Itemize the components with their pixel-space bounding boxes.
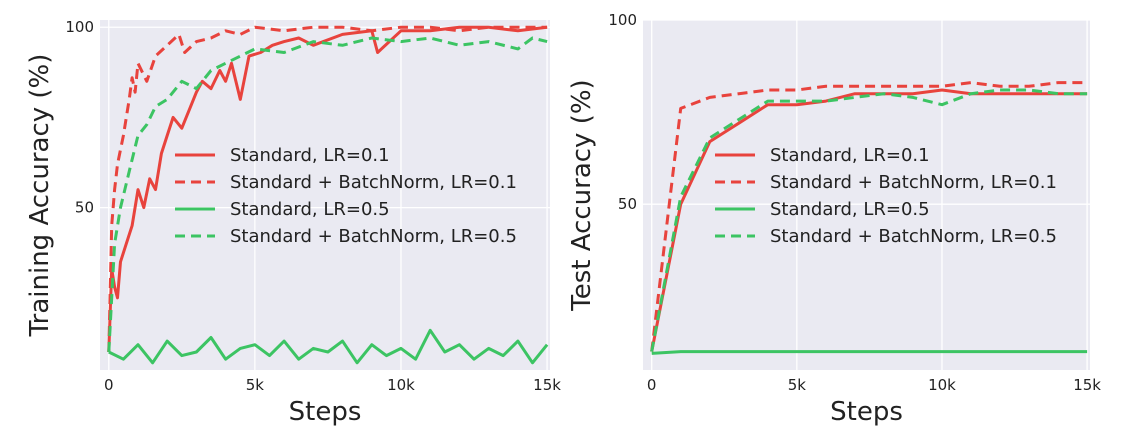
training-accuracy-chart: 0 5k 10k 15k 50 100 Steps Training Accuracy (%)… (25, 18, 561, 427)
series-line (108, 328, 549, 365)
legend-label: Standard + BatchNorm, LR=0.5 (230, 226, 517, 247)
x-tick-label: 0 (647, 376, 657, 394)
plot-background (100, 20, 550, 370)
legend-label: Standard, LR=0.5 (770, 199, 930, 220)
legend-label: Standard, LR=0.1 (770, 145, 930, 166)
legend-label: Standard, LR=0.5 (230, 199, 390, 220)
x-tick-label: 10k (387, 376, 415, 394)
legend: Standard, LR=0.1 Standard + BatchNorm, LR… (715, 145, 1057, 247)
series-line (107, 25, 548, 353)
y-axis-label: Training Accuracy (%) (25, 54, 55, 338)
series-line (651, 350, 1088, 355)
series-line (650, 88, 1088, 352)
series-line (107, 25, 548, 353)
series-line (650, 81, 1088, 352)
x-axis-label: Steps (830, 397, 903, 427)
legend-label: Standard + BatchNorm, LR=0.1 (230, 172, 517, 193)
legend-label: Standard + BatchNorm, LR=0.5 (770, 226, 1057, 247)
x-tick-label: 0 (104, 376, 114, 394)
y-tick-label: 100 (608, 11, 637, 29)
y-axis-label: Test Accuracy (%) (567, 79, 597, 311)
legend-label: Standard, LR=0.1 (230, 145, 390, 166)
series-line (650, 88, 1088, 352)
y-tick-label: 50 (75, 199, 94, 217)
series-group (650, 81, 1088, 355)
x-tick-label: 15k (1073, 376, 1101, 394)
y-tick-label: 100 (65, 18, 94, 36)
x-tick-label: 10k (928, 376, 956, 394)
y-tick-label: 50 (618, 195, 637, 213)
series-group (107, 25, 549, 365)
legend: Standard, LR=0.1 Standard + BatchNorm, LR… (175, 145, 517, 247)
legend-label: Standard + BatchNorm, LR=0.1 (770, 172, 1057, 193)
x-tick-label: 15k (533, 376, 561, 394)
plot-background (643, 20, 1090, 370)
x-axis-label: Steps (289, 397, 362, 427)
x-tick-label: 5k (788, 376, 807, 394)
test-accuracy-chart: 0 5k 10k 15k 50 100 Steps Test Accuracy (%) Stan… (567, 11, 1101, 427)
x-tick-label: 5k (246, 376, 265, 394)
